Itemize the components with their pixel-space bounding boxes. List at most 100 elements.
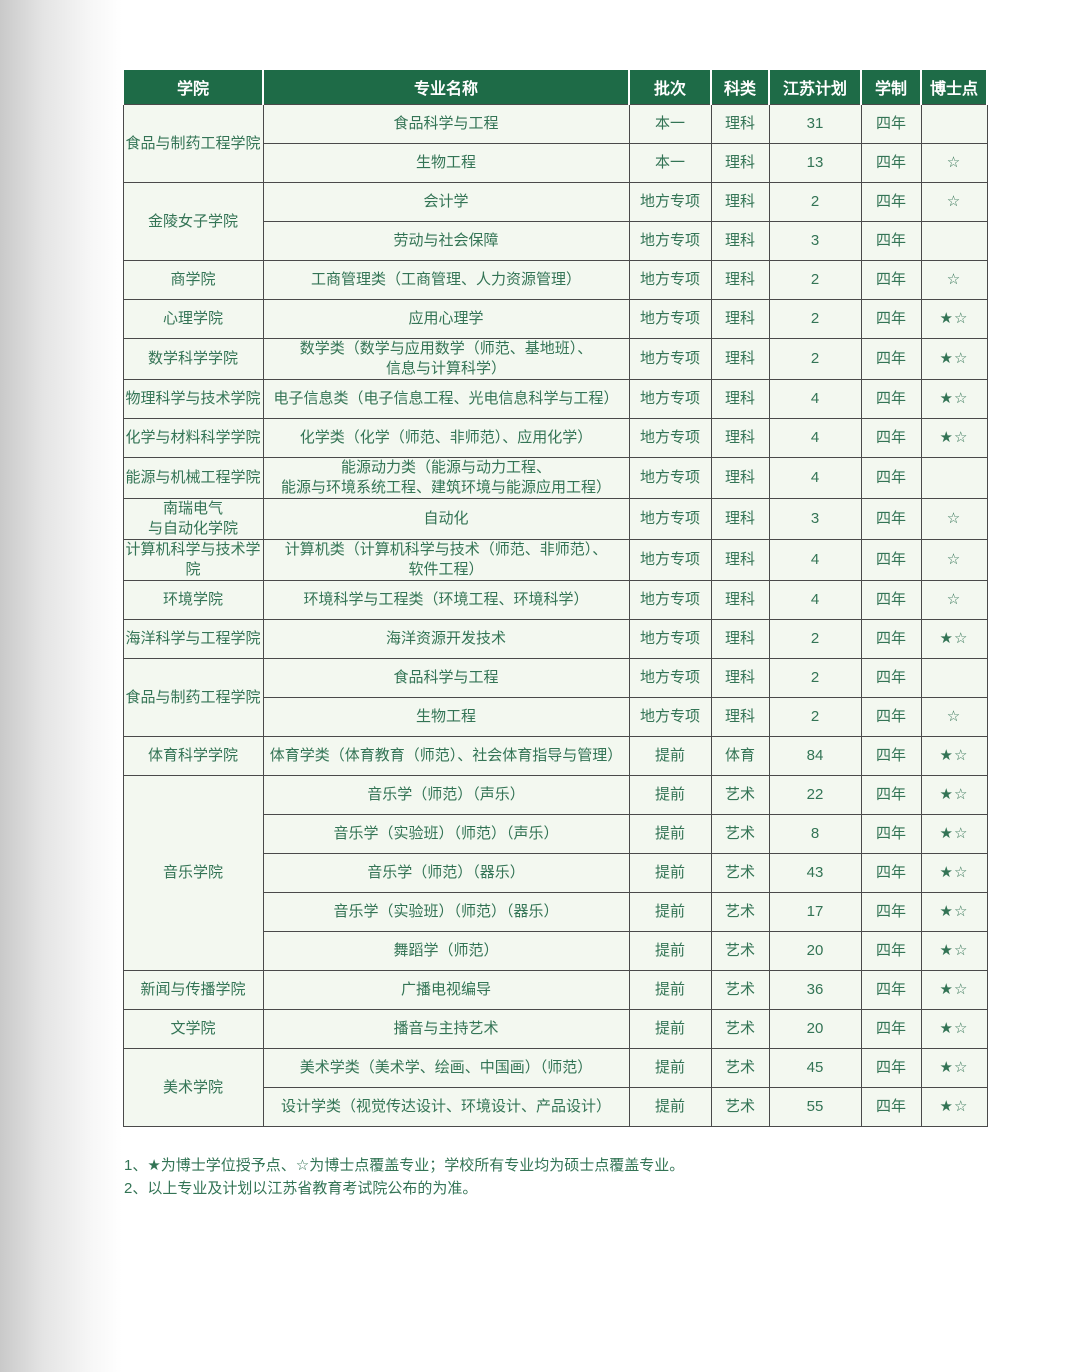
major-cell: 设计学类（视觉传达设计、环境设计、产品设计） [262, 1087, 630, 1127]
plan-count-cell: 45 [768, 1048, 862, 1088]
category-cell: 艺术 [710, 814, 770, 854]
doctoral-point-cell: ★☆ [920, 338, 988, 380]
doctoral-point-cell: ★☆ [920, 379, 988, 419]
major-cell: 电子信息类（电子信息工程、光电信息科学与工程） [262, 379, 630, 419]
batch-cell: 本一 [628, 104, 712, 144]
table-row: 数学科学学院 数学类（数学与应用数学（师范、基地班）、 信息与计算科学） 地方专项理… [122, 338, 988, 380]
duration-cell: 四年 [860, 697, 922, 737]
duration-cell: 四年 [860, 853, 922, 893]
doctoral-point-cell: ★☆ [920, 1048, 988, 1088]
table-row: 环境学院 环境科学与工程类（环境工程、环境科学） 地方专项 理科 4 四年 ☆ [122, 580, 988, 620]
duration-cell: 四年 [860, 457, 922, 499]
major-cell: 化学类（化学（师范、非师范）、应用化学） [262, 418, 630, 458]
duration-cell: 四年 [860, 143, 922, 183]
batch-cell: 地方专项 [628, 457, 712, 499]
plan-count-cell: 13 [768, 143, 862, 183]
plan-count-cell: 2 [768, 697, 862, 737]
table-row: 生物工程 本一 理科 13 四年 ☆ [123, 143, 988, 183]
batch-cell: 地方专项 [628, 539, 712, 581]
duration-cell: 四年 [860, 299, 922, 339]
batch-cell: 提前 [628, 892, 712, 932]
plan-count-cell: 84 [768, 736, 862, 776]
college-cell: 音乐学院 [122, 775, 264, 971]
table-row: 生物工程 地方专项 理科 2 四年 ☆ [123, 697, 988, 737]
plan-count-cell: 4 [768, 580, 862, 620]
doctoral-point-cell: ☆ [920, 539, 988, 581]
header-doctoral: 博士点 [920, 68, 988, 105]
batch-cell: 提前 [628, 853, 712, 893]
batch-cell: 地方专项 [628, 182, 712, 222]
duration-cell: 四年 [860, 775, 922, 815]
category-cell: 艺术 [710, 1087, 770, 1127]
doctoral-point-cell: ★☆ [920, 853, 988, 893]
batch-cell: 地方专项 [628, 379, 712, 419]
category-cell: 理科 [710, 338, 770, 380]
duration-cell: 四年 [860, 619, 922, 659]
doctoral-point-cell [920, 457, 988, 499]
table-row: 能源与机械工程学院 能源动力类（能源与动力工程、 能源与环境系统工程、建筑环境与能… [122, 457, 988, 499]
batch-cell: 本一 [628, 143, 712, 183]
college-cell: 食品与制药工程学院 [122, 104, 264, 183]
table-row: 新闻与传播学院 广播电视编导 提前 艺术 36 四年 ★☆ [122, 970, 988, 1010]
doctoral-point-cell: ★☆ [920, 619, 988, 659]
major-cell: 广播电视编导 [262, 970, 630, 1010]
category-cell: 理科 [710, 658, 770, 698]
batch-cell: 提前 [628, 814, 712, 854]
college-cell: 体育科学学院 [122, 736, 264, 776]
college-cell: 心理学院 [122, 299, 264, 339]
duration-cell: 四年 [860, 182, 922, 222]
batch-cell: 提前 [628, 931, 712, 971]
major-cell: 环境科学与工程类（环境工程、环境科学） [262, 580, 630, 620]
table-row: 劳动与社会保障 地方专项 理科 3 四年 [123, 221, 988, 261]
plan-count-cell: 4 [768, 457, 862, 499]
major-cell: 劳动与社会保障 [262, 221, 630, 261]
major-cell: 音乐学（师范）（器乐） [262, 853, 630, 893]
doctoral-point-cell: ★☆ [920, 1087, 988, 1127]
category-cell: 理科 [710, 619, 770, 659]
college-cell: 食品与制药工程学院 [122, 658, 264, 737]
major-cell: 海洋资源开发技术 [262, 619, 630, 659]
major-cell: 食品科学与工程 [262, 104, 630, 144]
table-row: 文学院 播音与主持艺术 提前 艺术 20 四年 ★☆ [122, 1009, 988, 1049]
doctoral-point-cell: ★☆ [920, 970, 988, 1010]
major-cell: 舞蹈学（师范） [262, 931, 630, 971]
batch-cell: 提前 [628, 736, 712, 776]
major-cell: 会计学 [262, 182, 630, 222]
batch-cell: 地方专项 [628, 221, 712, 261]
duration-cell: 四年 [860, 498, 922, 540]
doctoral-point-cell: ☆ [920, 182, 988, 222]
doctoral-point-cell: ★☆ [920, 1009, 988, 1049]
plan-count-cell: 2 [768, 338, 862, 380]
plan-count-cell: 31 [768, 104, 862, 144]
batch-cell: 地方专项 [628, 299, 712, 339]
category-cell: 理科 [710, 182, 770, 222]
college-cell: 金陵女子学院 [122, 182, 264, 261]
duration-cell: 四年 [860, 658, 922, 698]
table-row: 设计学类（视觉传达设计、环境设计、产品设计） 提前 艺术 55 四年 ★☆ [123, 1087, 988, 1127]
duration-cell: 四年 [860, 379, 922, 419]
category-cell: 理科 [710, 221, 770, 261]
plan-table-body: 食品与制药工程学院 食品科学与工程 本一 理科 31 四年 生物工程 本一 理科 13 四年 ☆ 金陵女… [122, 104, 988, 1127]
major-cell: 应用心理学 [262, 299, 630, 339]
category-cell: 艺术 [710, 970, 770, 1010]
category-cell: 理科 [710, 260, 770, 300]
table-row: 食品与制药工程学院 食品科学与工程 本一 理科 31 四年 [122, 104, 988, 183]
duration-cell: 四年 [860, 580, 922, 620]
batch-cell: 地方专项 [628, 498, 712, 540]
table-row: 化学与材料科学学院 化学类（化学（师范、非师范）、应用化学） 地方专项 理科 4 四年 ★☆ [122, 418, 988, 458]
footnotes: 1、★为博士学位授予点、☆为博士点覆盖专业；学校所有专业均为硕士点覆盖专业。 2… [124, 1154, 984, 1200]
table-row: 海洋科学与工程学院 海洋资源开发技术 地方专项 理科 2 四年 ★☆ [122, 619, 988, 659]
major-cell: 音乐学（实验班）（师范）（声乐） [262, 814, 630, 854]
category-cell: 理科 [710, 104, 770, 144]
header-jiangsu-plan: 江苏计划 [768, 68, 862, 105]
doctoral-point-cell: ★☆ [920, 736, 988, 776]
duration-cell: 四年 [860, 892, 922, 932]
table-row: 计算机科学与技术学院 计算机类（计算机科学与技术（师范、非师范）、 软件工程） 地方… [122, 539, 988, 581]
doctoral-point-cell: ★☆ [920, 814, 988, 854]
batch-cell: 地方专项 [628, 338, 712, 380]
table-header-row: 学院 专业名称 批次 科类 江苏计划 学制 博士点 [122, 68, 988, 105]
plan-count-cell: 20 [768, 931, 862, 971]
plan-count-cell: 3 [768, 221, 862, 261]
duration-cell: 四年 [860, 338, 922, 380]
major-cell: 美术学类（美术学、绘画、中国画）（师范） [262, 1048, 630, 1088]
